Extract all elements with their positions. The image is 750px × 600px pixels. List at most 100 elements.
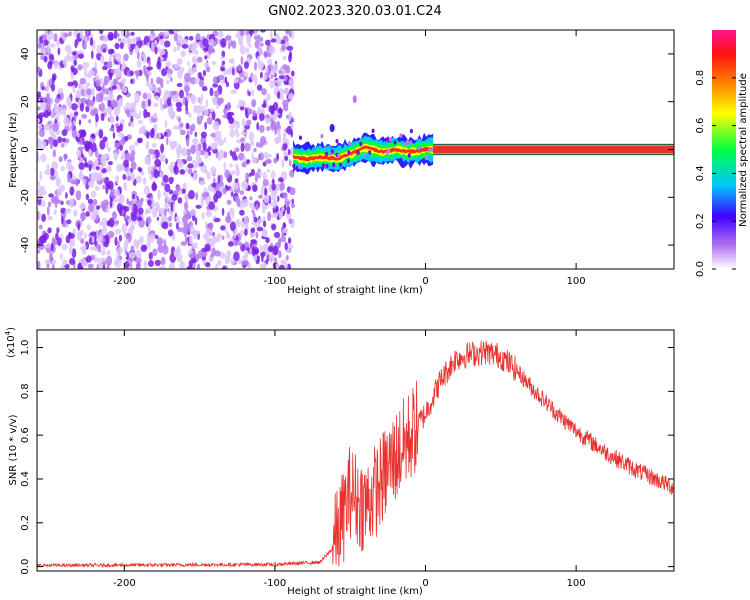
spectrogram-cell [37, 118, 41, 124]
spectrogram-cell [237, 64, 242, 71]
spectrogram-cell [286, 205, 291, 215]
spectrogram-cell [152, 248, 158, 257]
spectrogram-cell [43, 55, 48, 63]
spectrogram-cell [240, 131, 247, 136]
spectrogram-cell [79, 77, 87, 85]
spectrogram-cell [159, 78, 164, 85]
snr-frame [36, 329, 675, 572]
spectrogram-cell [78, 162, 85, 170]
spectrogram-cell [260, 186, 264, 197]
spectrogram-cell [205, 262, 211, 268]
spectrogram-cell [52, 195, 60, 204]
spectrogram-cell [117, 37, 122, 42]
spectrogram-cell [188, 259, 194, 268]
spectrogram-cell [275, 137, 279, 145]
spectrogram-cell [100, 43, 108, 53]
spectrogram-cell [188, 190, 195, 200]
spectrogram-cell [292, 163, 296, 169]
spectrogram-cell [242, 198, 249, 208]
spectrogram-cell [162, 104, 169, 109]
spectrogram-cell [98, 104, 102, 111]
spectrogram-cell [256, 55, 260, 63]
colorbar-ticks: 0.0 0.2 0.4 0.6 0.8 [695, 70, 736, 277]
x-tick-label: 100 [567, 578, 586, 589]
spectrogram-cell [52, 123, 59, 132]
spectrogram-cell [325, 163, 329, 169]
spectrogram-cell [91, 87, 95, 97]
spectrogram-cell [224, 169, 231, 179]
y-tick-label: 0.2 [20, 515, 31, 531]
spectrogram-cell [80, 212, 87, 221]
spectrogram-cell [115, 52, 122, 63]
spectrogram-cell [76, 148, 82, 158]
spectrogram-cell [259, 136, 267, 146]
spectrogram-cell [181, 215, 189, 224]
spectrogram-cell [46, 206, 50, 216]
spectrogram-cell [180, 50, 186, 58]
spectrogram-cell [231, 40, 237, 49]
spectrogram-cell [45, 244, 52, 248]
spectrogram-cell [37, 239, 40, 245]
x-tick-label: 0 [422, 578, 428, 589]
spectrogram-cell [320, 134, 324, 139]
spectrogram-cell [211, 111, 216, 121]
spectrogram-cell [262, 229, 267, 238]
spectrogram-cell [150, 128, 155, 139]
snr-yscale: (x104) [4, 327, 17, 358]
spectrogram-cell [280, 39, 285, 45]
spectrogram-cell [216, 237, 221, 243]
spectrogram-cell [262, 171, 267, 181]
spectrogram-cell [123, 239, 129, 247]
spectrogram-cell [254, 40, 259, 49]
spectrogram-cell [70, 179, 76, 185]
spectrogram-cell [282, 227, 289, 234]
spectrogram-cell [144, 155, 152, 166]
spectrogram-cell [106, 255, 113, 266]
spectrogram-cell [226, 199, 232, 205]
spectrogram-cell [204, 55, 208, 60]
spectrogram-cell [267, 64, 272, 70]
spectrogram-cell [250, 168, 255, 177]
spectrogram-cell [171, 194, 178, 201]
spectrogram-cell [234, 178, 239, 184]
spectrogram-cell [200, 198, 204, 208]
spectrogram-cell [250, 239, 257, 245]
spectrogram-cell [147, 199, 152, 206]
spectrogram-cell [175, 216, 180, 221]
spectrogram-cell [99, 140, 106, 150]
spectrogram-cell [179, 89, 184, 99]
spectrogram-cell [272, 245, 279, 256]
spectrogram-cell [233, 78, 239, 84]
spectrogram-cell [205, 210, 212, 218]
spectrogram-cell [187, 163, 194, 169]
spectrogram-cell [38, 51, 43, 56]
spectrogram-cell [168, 207, 172, 216]
spectrogram-cell [129, 251, 136, 259]
spectrogram-cell [245, 221, 249, 230]
spectrogram-cell [182, 182, 187, 191]
spectrogram-cell [213, 217, 221, 223]
spectrogram-cell [233, 228, 237, 239]
spectrogram-cell [130, 161, 137, 171]
spectrogram-cell [60, 207, 67, 214]
spectrogram-cell [86, 224, 92, 231]
spectrogram-cell [262, 206, 266, 214]
x-tick-label: -100 [264, 276, 287, 287]
spectrogram-cell [159, 170, 165, 177]
spectrogram-cell [48, 30, 54, 40]
spectrogram-cell [121, 64, 126, 71]
spectrogram-cell [405, 139, 409, 144]
spectrogram-cell [77, 64, 83, 71]
spectrogram-cell [186, 137, 190, 147]
spectrogram-cell [235, 167, 240, 177]
spectrogram-cell [188, 43, 195, 52]
spectrogram-cell [176, 185, 181, 192]
spectrogram-cell [284, 75, 288, 82]
spectrogram-cell [283, 151, 288, 157]
spectrogram-cell [229, 66, 232, 76]
spectrogram-cell [248, 172, 252, 177]
spectrogram-cell [87, 98, 91, 108]
spectrogram-cell [222, 187, 227, 194]
spectrogram-cell [172, 30, 180, 33]
spectrogram-cell [211, 182, 217, 188]
